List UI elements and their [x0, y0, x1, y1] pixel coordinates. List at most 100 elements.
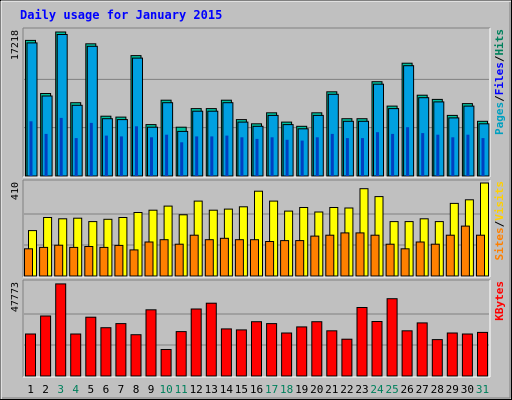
bar-sites-day-1 — [24, 248, 33, 277]
day-label-23: 23 — [355, 383, 368, 396]
bottom-panel: 47773 KBytes — [10, 279, 506, 378]
day-label-13: 13 — [205, 383, 218, 396]
day-label-5: 5 — [87, 383, 94, 396]
bar-kbytes-day-2 — [40, 315, 52, 377]
bar-kbytes-day-12 — [190, 308, 202, 377]
day-label-17: 17 — [265, 383, 278, 396]
bar-sites-day-11 — [174, 243, 184, 277]
day-label-25: 25 — [385, 383, 398, 396]
day-label-7: 7 — [118, 383, 125, 396]
bar-sites-day-5 — [84, 246, 94, 277]
bar-sites-day-29 — [445, 234, 455, 277]
series-label-part: Hits — [493, 29, 506, 56]
bar-sites-day-26 — [400, 248, 410, 277]
bar-kbytes-day-13 — [205, 302, 217, 377]
bar-pages-day-2 — [44, 133, 48, 176]
bar-pages-day-16 — [255, 138, 259, 176]
day-label-6: 6 — [103, 383, 110, 396]
day-label-21: 21 — [325, 383, 338, 396]
day-label-19: 19 — [295, 383, 308, 396]
bar-kbytes-day-10 — [160, 349, 172, 377]
top-ymax-label: 17218 — [10, 30, 21, 60]
bar-kbytes-day-22 — [341, 338, 353, 377]
day-label-10: 10 — [159, 383, 172, 396]
bar-pages-day-10 — [165, 134, 169, 176]
series-label-part: Pages — [493, 102, 506, 135]
bar-sites-day-27 — [415, 241, 425, 277]
bottom-ymax-label: 47773 — [10, 282, 21, 312]
series-label-part: Sites — [493, 227, 506, 260]
day-label-15: 15 — [235, 383, 248, 396]
bar-sites-day-23 — [355, 232, 365, 277]
bar-sites-day-17 — [265, 241, 275, 277]
day-label-12: 12 — [190, 383, 203, 396]
bar-kbytes-day-20 — [311, 321, 323, 377]
bar-pages-day-5 — [89, 122, 93, 176]
bar-kbytes-day-25 — [386, 298, 398, 377]
bar-pages-day-22 — [345, 138, 349, 176]
bar-sites-day-28 — [430, 243, 440, 277]
day-label-29: 29 — [446, 383, 459, 396]
bar-pages-day-4 — [74, 138, 78, 176]
bar-kbytes-day-11 — [175, 331, 187, 377]
bar-kbytes-day-7 — [115, 323, 127, 377]
day-label-27: 27 — [416, 383, 429, 396]
day-label-20: 20 — [310, 383, 323, 396]
bar-pages-day-1 — [29, 121, 33, 176]
bar-pages-day-20 — [315, 137, 319, 176]
bar-kbytes-day-5 — [85, 316, 97, 377]
series-label-part: / — [493, 95, 506, 102]
bar-pages-day-12 — [195, 136, 199, 176]
series-label-part: / — [493, 55, 506, 62]
day-label-31: 31 — [476, 383, 489, 396]
bar-pages-day-18 — [285, 139, 289, 176]
bar-pages-day-14 — [225, 135, 229, 176]
bar-pages-day-24 — [376, 132, 379, 176]
bar-sites-day-2 — [39, 246, 49, 277]
bar-sites-day-16 — [250, 239, 259, 277]
bar-kbytes-day-8 — [130, 334, 142, 377]
day-label-24: 24 — [370, 383, 384, 396]
bar-pages-day-7 — [119, 136, 123, 176]
bar-sites-day-25 — [385, 243, 395, 277]
bar-pages-day-6 — [104, 135, 108, 176]
bar-kbytes-day-24 — [371, 321, 383, 377]
bar-pages-day-29 — [451, 137, 455, 176]
bar-pages-day-31 — [481, 138, 485, 176]
bar-kbytes-day-30 — [461, 333, 473, 377]
middle-series-label: Sites/Visits — [493, 181, 506, 261]
bar-pages-day-21 — [330, 133, 334, 176]
bar-sites-day-4 — [69, 246, 79, 277]
bar-sites-day-18 — [280, 240, 290, 277]
bar-pages-day-15 — [240, 137, 244, 176]
day-label-16: 16 — [250, 383, 263, 396]
bar-sites-day-30 — [460, 225, 470, 277]
middle-ymax-label: 410 — [10, 182, 21, 200]
bar-pages-day-19 — [300, 140, 304, 176]
bar-kbytes-day-29 — [446, 332, 458, 377]
day-label-18: 18 — [280, 383, 293, 396]
bar-pages-day-9 — [150, 137, 153, 176]
bar-pages-day-17 — [270, 137, 274, 176]
bar-pages-day-25 — [391, 133, 395, 176]
day-label-28: 28 — [431, 383, 444, 396]
bar-kbytes-day-14 — [220, 328, 232, 377]
bar-sites-day-6 — [99, 246, 109, 277]
bar-kbytes-day-6 — [100, 327, 112, 377]
bar-sites-day-13 — [204, 239, 214, 277]
x-axis-day-labels: 1 2 3 4 5 6 7 8 9 10 11 12 13 14 15 16 17 18 19 20 21 22 23 24 2… — [27, 383, 489, 396]
bar-sites-day-9 — [144, 241, 154, 277]
day-label-9: 9 — [148, 383, 155, 396]
series-label-part: KBytes — [493, 281, 506, 321]
bar-kbytes-day-9 — [145, 309, 157, 377]
bar-sites-day-14 — [219, 237, 229, 277]
bar-sites-day-15 — [234, 239, 244, 277]
bar-kbytes-day-26 — [401, 330, 413, 377]
chart-title: Daily usage for January 2015 — [20, 8, 222, 22]
bar-kbytes-day-15 — [235, 329, 247, 377]
series-label-part: / — [493, 220, 506, 227]
bar-kbytes-day-3 — [55, 283, 67, 377]
bar-pages-day-23 — [361, 138, 364, 176]
